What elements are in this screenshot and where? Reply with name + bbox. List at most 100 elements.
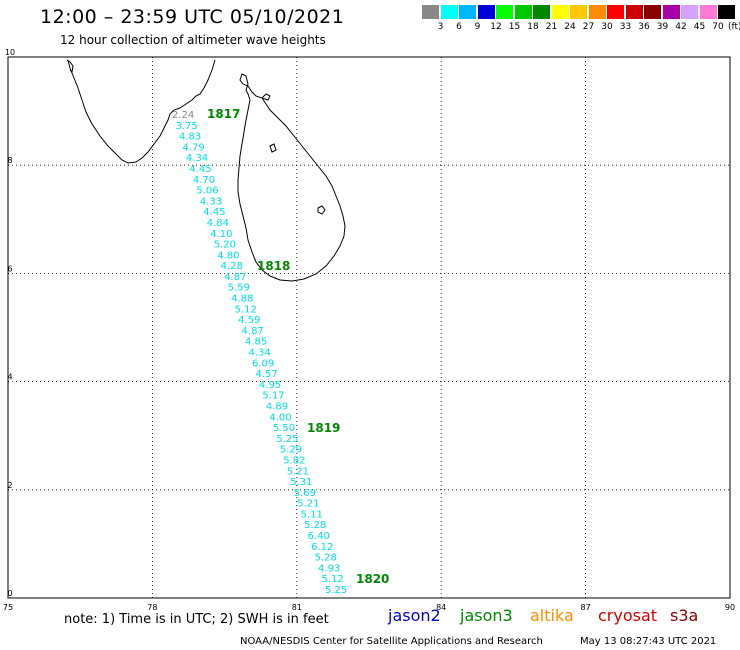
legend-swatch [551, 5, 569, 19]
legend-swatch [440, 5, 458, 19]
legend-unit: (ft) [728, 22, 740, 32]
x-tick-label: 81 [292, 603, 302, 612]
y-tick-label: 8 [7, 156, 12, 165]
legend-label: 70 [712, 22, 724, 32]
wave-height-value: 5.28 [315, 553, 337, 564]
wave-height-value: 4.87 [242, 326, 264, 337]
jaffna-islet [261, 93, 271, 101]
pass-time-label: 1819 [307, 421, 340, 435]
wave-height-value: 4.80 [217, 250, 239, 261]
x-tick-label: 75 [3, 603, 13, 612]
wave-height-value: 4.57 [255, 369, 277, 380]
legend-label: 6 [456, 22, 462, 32]
map-title: 12:00 – 23:59 UTC 05/10/2021 [40, 6, 345, 28]
wave-height-value: 6.40 [308, 531, 330, 542]
wave-height-value: 4.28 [221, 261, 243, 272]
wave-height-value: 4.70 [193, 175, 215, 186]
satellite-name: cryosat [598, 606, 658, 625]
india-coastline [67, 59, 216, 164]
legend-label: 45 [693, 22, 706, 32]
wave-height-value: 4.33 [200, 196, 222, 207]
legend-label: 39 [656, 22, 669, 32]
wave-height-value: 5.25 [276, 434, 298, 445]
wave-height-value: 2.24 [172, 110, 194, 121]
x-tick-label: 87 [581, 603, 591, 612]
wave-height-value: 6.12 [311, 542, 333, 553]
legend-swatch [699, 5, 717, 19]
y-tick-label: 4 [7, 373, 12, 382]
wave-height-value: 5.25 [325, 585, 347, 596]
wave-height-value: 4.34 [249, 348, 271, 359]
grid-lines [8, 57, 730, 598]
legend-swatch [422, 5, 439, 19]
wave-height-value: 5.59 [228, 283, 250, 294]
wave-height-value: 4.45 [189, 164, 211, 175]
wave-height-value: 5.69 [294, 488, 316, 499]
india-islet [66, 59, 74, 74]
axis-tick-labels: 75 78 81 84 87 90 0 2 4 6 8 10 [3, 48, 735, 612]
legend-label: 9 [474, 22, 481, 32]
legend-swatch [459, 5, 476, 19]
pass-time-label: 1817 [207, 107, 240, 121]
legend-swatch [496, 5, 513, 19]
islet-east [317, 205, 326, 215]
plot-frame [7, 56, 731, 599]
wave-height-value: 4.34 [186, 153, 208, 164]
satellite-name: jason3 [460, 606, 513, 625]
altimeter-track: 2.243.754.834.794.344.454.705.064.334.45… [172, 110, 347, 596]
wave-height-value: 5.11 [301, 509, 323, 520]
legend-label: 21 [545, 22, 558, 32]
wave-height-value: 5.06 [196, 186, 218, 197]
pass-time-labels: 1817 1818 1819 1820 [207, 107, 389, 586]
legend-label: 15 [508, 22, 521, 32]
wave-height-value: 5.21 [297, 499, 319, 510]
wave-height-value: 6.09 [252, 358, 274, 369]
legend-label: 3 [437, 22, 444, 32]
satellite-name: jason2 [388, 606, 441, 625]
legend-swatch [533, 5, 550, 19]
x-tick-label: 90 [725, 603, 735, 612]
wave-height-value: 4.85 [245, 337, 267, 348]
sri-lanka-coastline [237, 73, 346, 282]
wave-height-value: 4.10 [210, 229, 232, 240]
legend-label: 30 [601, 22, 613, 32]
wave-height-value: 5.28 [304, 520, 326, 531]
legend-label: 33 [619, 22, 632, 32]
wave-height-value: 4.89 [266, 401, 288, 412]
y-tick-label: 10 [5, 48, 15, 57]
wave-height-value: 4.00 [269, 412, 291, 423]
legend-swatch [588, 5, 606, 19]
legend-swatch [718, 5, 735, 19]
wave-height-value: 4.87 [224, 272, 246, 283]
y-tick-label: 0 [7, 589, 12, 598]
wave-height-value: 4.79 [182, 142, 204, 153]
legend-label: 12 [490, 22, 502, 32]
satellite-name: s3a [670, 606, 699, 625]
wave-height-value: 4.95 [259, 380, 281, 391]
legend-label: 42 [675, 22, 687, 32]
legend-label: 18 [527, 22, 539, 32]
wave-height-value: 5.20 [214, 240, 236, 251]
pass-time-label: 1820 [356, 572, 389, 586]
map-subtitle: 12 hour collection of altimeter wave hei… [60, 33, 326, 47]
legend-swatch [514, 5, 532, 19]
legend-swatch [681, 5, 698, 19]
wave-height-value: 4.59 [238, 315, 260, 326]
wave-height-value: 4.83 [179, 132, 201, 143]
legend-label: 24 [564, 22, 576, 32]
wave-height-value: 5.12 [235, 304, 257, 315]
legend-swatch [625, 5, 643, 19]
satellite-name: altika [530, 606, 574, 625]
y-tick-label: 2 [7, 481, 12, 490]
wave-height-value: 5.29 [280, 445, 302, 456]
wave-height-value: 4.93 [318, 563, 340, 574]
wave-height-value: 4.88 [231, 294, 253, 305]
legend-swatch [644, 5, 661, 19]
legend-swatch [477, 5, 495, 19]
wave-height-value: 3.75 [175, 121, 197, 132]
wave-height-value: 5.50 [273, 423, 295, 434]
y-tick-label: 6 [7, 264, 12, 273]
legend-swatch [607, 5, 624, 19]
